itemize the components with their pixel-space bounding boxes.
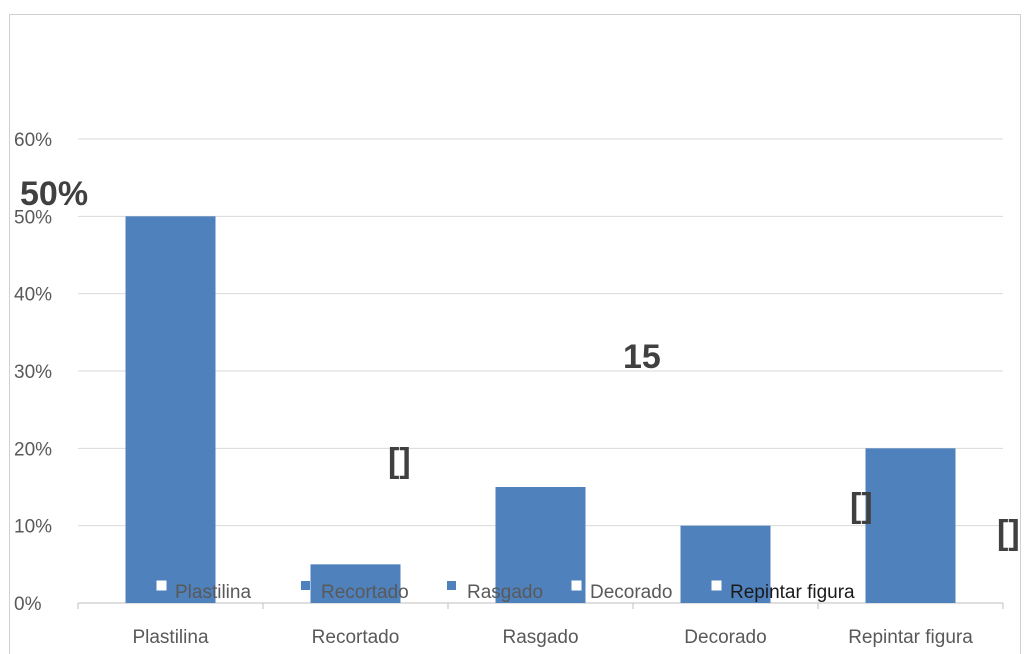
x-tick-label: Rasgado [502,627,578,648]
legend-marker [447,581,456,590]
legend-marker [708,577,725,594]
data-label: [] [388,442,411,480]
data-label: 50% [20,175,88,213]
data-label: 15 [623,338,661,376]
legend-marker [301,581,310,590]
bar [310,564,401,603]
y-tick-label: 40% [14,285,52,306]
y-tick-label: 60% [14,130,52,151]
y-tick-label: 0% [14,594,42,615]
bar [125,216,216,604]
legend-label: Recortado [321,582,409,603]
data-label: [] [850,487,873,525]
legend-marker [153,577,170,594]
x-tick-label: Plastilina [132,627,208,648]
legend-label: Decorado [590,582,672,603]
legend-label: Plastilina [175,582,251,603]
x-tick-label: Recortado [312,627,400,648]
y-tick-label: 20% [14,439,52,460]
legend-label: Repintar figura [730,582,855,603]
bar [680,525,771,603]
y-tick-label: 10% [14,517,52,538]
y-tick-label: 30% [14,362,52,383]
x-tick-label: Decorado [684,627,766,648]
legend-label: Rasgado [467,582,543,603]
legend-marker [568,577,585,594]
y-tick-label: 50% [14,207,52,228]
data-label: [] [997,514,1020,552]
x-tick-label: Repintar figura [848,627,973,648]
bar [865,448,956,603]
